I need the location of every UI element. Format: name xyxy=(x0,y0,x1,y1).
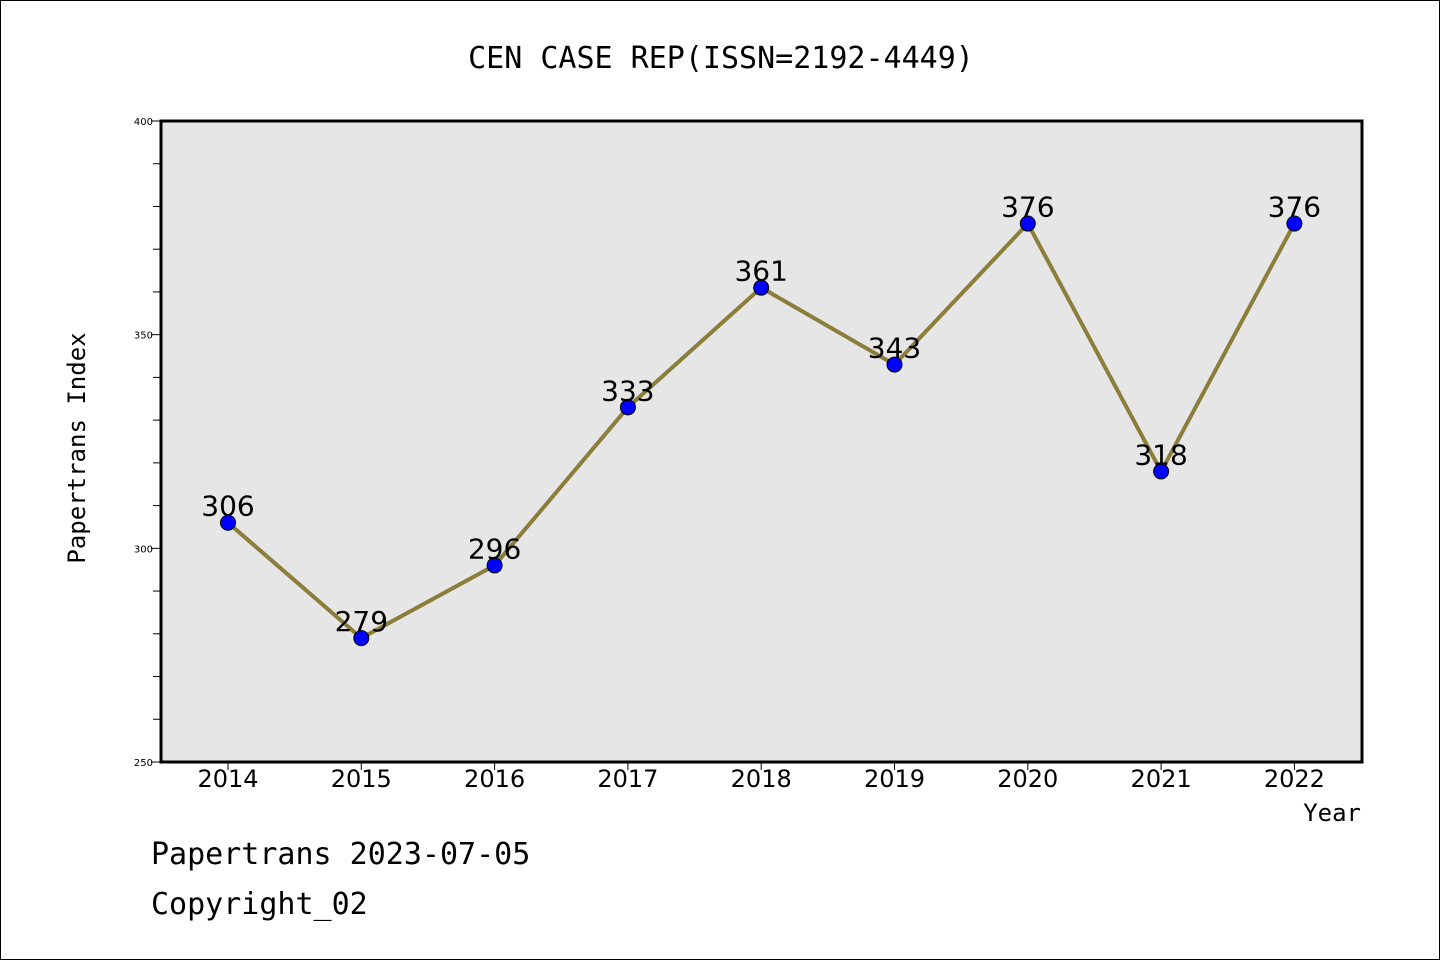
data-point xyxy=(753,279,770,296)
x-axis: 2014 2015 2016 2017 2018 2019 2020 2021 2022 xyxy=(197,762,1325,793)
y-tick-label: 250 xyxy=(134,758,153,769)
x-tick-label: 2017 xyxy=(597,765,658,793)
data-label: 343 xyxy=(868,332,921,365)
data-label: 361 xyxy=(734,255,787,288)
x-tick-label: 2019 xyxy=(864,765,925,793)
x-tick-label: 2021 xyxy=(1131,765,1192,793)
chart-title: CEN CASE REP(ISSN=2192-4449) xyxy=(468,41,974,76)
y-axis-label: Papertrans Index xyxy=(63,332,91,563)
data-label: 376 xyxy=(1268,191,1321,224)
data-label: 279 xyxy=(335,605,388,638)
footer-copyright: Copyright_02 xyxy=(151,887,368,922)
data-point xyxy=(486,557,503,574)
data-point xyxy=(619,399,636,416)
footer-date: Papertrans 2023-07-05 xyxy=(151,837,531,872)
x-tick-label: 2016 xyxy=(464,765,525,793)
data-point xyxy=(1286,215,1303,232)
data-point xyxy=(1019,215,1036,232)
data-point xyxy=(886,356,903,373)
data-point xyxy=(353,630,370,647)
data-point xyxy=(220,514,236,531)
x-axis-label: Year xyxy=(1303,799,1361,827)
series-layer: 306 279 296 333 361 343 376 318 376 xyxy=(201,191,1321,647)
y-tick-label: 350 xyxy=(134,331,153,342)
x-tick-label: 2015 xyxy=(331,765,392,793)
data-label: 376 xyxy=(1001,191,1054,224)
data-label: 318 xyxy=(1134,438,1187,471)
y-axis: 250 300 350 400 xyxy=(134,117,161,769)
y-tick-label: 400 xyxy=(134,117,153,128)
x-tick-label: 2022 xyxy=(1264,765,1325,793)
data-label: 296 xyxy=(468,532,521,565)
x-tick-label: 2018 xyxy=(731,765,792,793)
plot-area xyxy=(159,119,1364,764)
data-point xyxy=(1153,463,1170,480)
x-tick-label: 2020 xyxy=(997,765,1058,793)
x-tick-label: 2014 xyxy=(197,765,258,793)
data-label: 333 xyxy=(601,374,654,407)
data-label: 306 xyxy=(201,490,254,523)
y-tick-label: 300 xyxy=(134,544,153,555)
